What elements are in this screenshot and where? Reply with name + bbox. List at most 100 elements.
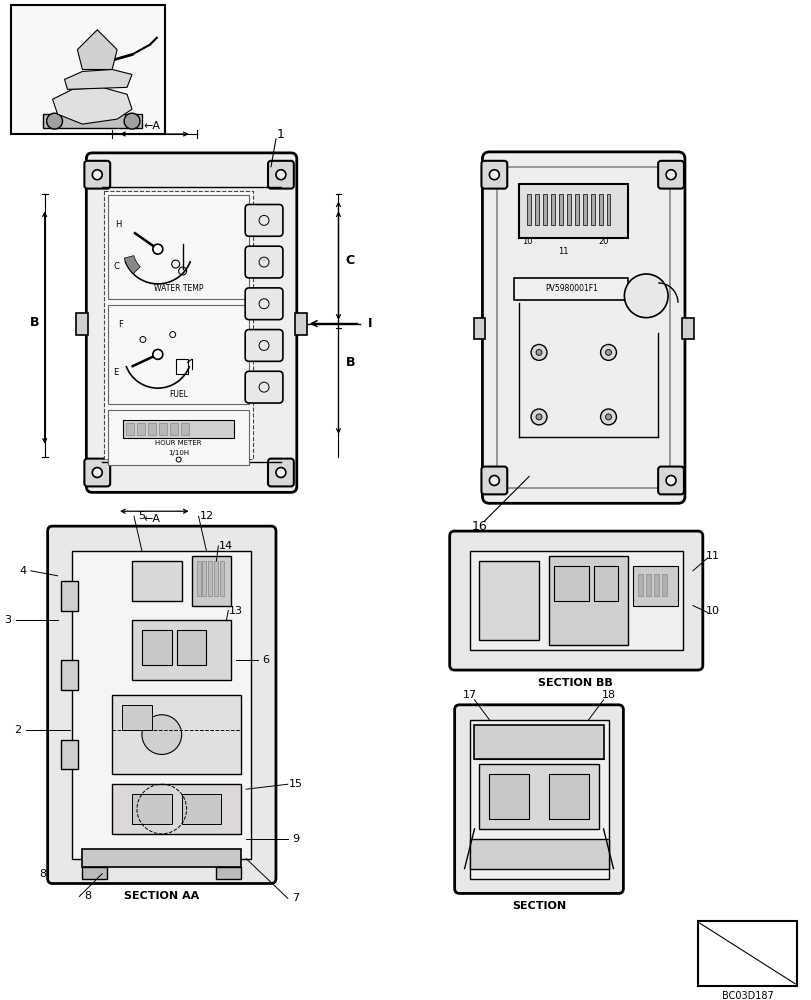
FancyBboxPatch shape (658, 467, 683, 494)
Bar (122, 705, 152, 730)
Bar (582, 194, 586, 225)
Text: 17: 17 (462, 690, 476, 700)
Bar (108, 305, 249, 404)
Bar (654, 574, 659, 596)
FancyBboxPatch shape (481, 467, 507, 494)
Text: F: F (118, 320, 122, 329)
Bar (496, 167, 669, 488)
Circle shape (600, 344, 616, 360)
FancyBboxPatch shape (481, 161, 507, 189)
FancyBboxPatch shape (245, 330, 282, 361)
Bar (126, 423, 134, 435)
Bar (606, 194, 610, 225)
Bar (294, 313, 307, 335)
Text: 15: 15 (289, 779, 303, 789)
Text: ←A: ←A (144, 121, 161, 131)
FancyBboxPatch shape (84, 161, 110, 189)
Bar (177, 630, 206, 665)
Bar (543, 194, 547, 225)
Bar (196, 561, 200, 596)
Bar (633, 566, 677, 606)
Bar (216, 867, 241, 879)
Bar (548, 556, 628, 645)
Text: 2: 2 (15, 725, 21, 735)
Text: 16: 16 (471, 520, 487, 533)
Wedge shape (124, 256, 140, 274)
Bar (214, 561, 218, 596)
Bar (661, 574, 667, 596)
FancyBboxPatch shape (84, 459, 110, 486)
Bar (598, 194, 602, 225)
Text: 20: 20 (598, 237, 608, 246)
Circle shape (624, 274, 667, 318)
Text: 3: 3 (4, 615, 11, 625)
FancyBboxPatch shape (245, 371, 282, 403)
Text: 8: 8 (84, 891, 91, 901)
FancyBboxPatch shape (245, 246, 282, 278)
Circle shape (152, 244, 162, 254)
Bar (180, 423, 188, 435)
Bar (646, 574, 650, 596)
Circle shape (92, 468, 102, 477)
Polygon shape (64, 69, 132, 89)
Circle shape (530, 409, 547, 425)
Bar (112, 695, 241, 774)
Text: SECTION BB: SECTION BB (538, 678, 612, 688)
Bar (72, 551, 251, 859)
Text: 5: 5 (138, 511, 145, 521)
Circle shape (535, 349, 541, 355)
Text: 10: 10 (705, 606, 719, 616)
Text: FUEL: FUEL (169, 390, 188, 399)
Text: 7: 7 (292, 893, 299, 903)
Bar (132, 620, 231, 680)
Bar (191, 556, 231, 606)
FancyBboxPatch shape (245, 288, 282, 320)
Text: 11: 11 (558, 247, 569, 256)
Bar (469, 720, 607, 879)
Circle shape (152, 349, 162, 359)
Text: 6: 6 (262, 655, 269, 665)
Circle shape (605, 349, 611, 355)
Bar (534, 194, 539, 225)
Text: C: C (113, 262, 119, 271)
Text: I: I (367, 317, 372, 330)
Text: HOUR METER: HOUR METER (155, 440, 202, 446)
Circle shape (600, 409, 616, 425)
Text: 8: 8 (39, 869, 46, 879)
Text: BC03D187: BC03D187 (721, 991, 772, 1000)
Polygon shape (53, 87, 132, 124)
Bar (82, 867, 107, 879)
FancyBboxPatch shape (86, 153, 297, 492)
Bar (132, 794, 171, 824)
Bar (593, 566, 618, 601)
Circle shape (276, 170, 285, 180)
Polygon shape (747, 953, 794, 984)
Text: WATER TEMP: WATER TEMP (154, 284, 204, 293)
Bar (513, 278, 628, 300)
Bar (566, 194, 570, 225)
Bar (169, 423, 178, 435)
Circle shape (46, 113, 62, 129)
Text: 12: 12 (200, 511, 213, 521)
Text: 14: 14 (219, 541, 233, 551)
Circle shape (142, 715, 182, 754)
FancyBboxPatch shape (245, 204, 282, 236)
Circle shape (535, 414, 541, 420)
FancyBboxPatch shape (449, 531, 702, 670)
Text: 18: 18 (601, 690, 615, 700)
Bar (550, 194, 554, 225)
Bar (637, 574, 642, 596)
Bar (548, 774, 588, 819)
Polygon shape (77, 30, 117, 69)
Bar (526, 194, 530, 225)
FancyBboxPatch shape (658, 161, 683, 189)
Bar (61, 740, 79, 769)
Bar (681, 318, 693, 339)
Bar (108, 410, 249, 465)
FancyBboxPatch shape (454, 705, 623, 893)
FancyBboxPatch shape (268, 161, 294, 189)
Circle shape (530, 344, 547, 360)
Text: 1/10H: 1/10H (168, 450, 189, 456)
Bar (518, 184, 628, 238)
Bar (76, 313, 88, 335)
